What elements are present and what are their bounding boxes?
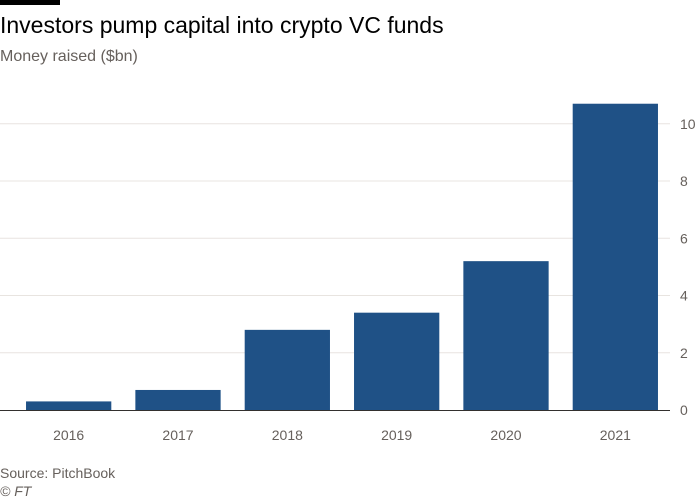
x-tick-label: 2021 — [600, 427, 631, 443]
y-tick-label: 6 — [680, 230, 688, 246]
x-tick-labels: 2016 2017 2018 2019 2020 2021 — [53, 427, 631, 443]
bar-2018 — [244, 329, 330, 410]
y-tick-label: 2 — [680, 345, 688, 361]
y-tick-labels: 0 2 4 6 8 10 — [680, 116, 696, 418]
bar-2019 — [354, 312, 440, 410]
x-tick-label: 2018 — [272, 427, 303, 443]
grid-lines — [0, 123, 670, 354]
chart-subtitle: Money raised ($bn) — [0, 48, 138, 65]
copyright-note: © FT — [0, 483, 32, 499]
bar-2020 — [463, 261, 549, 410]
x-tick-label: 2019 — [381, 427, 412, 443]
top-rule — [0, 0, 60, 5]
y-tick-label: 4 — [680, 288, 688, 304]
source-note: Source: PitchBook — [0, 465, 116, 481]
y-tick-label: 0 — [680, 402, 688, 418]
chart-title: Investors pump capital into crypto VC fu… — [0, 12, 444, 38]
bar-2017 — [135, 389, 221, 410]
y-tick-label: 10 — [680, 116, 696, 132]
bars — [26, 103, 658, 411]
x-tick-label: 2020 — [490, 427, 521, 443]
x-tick-label: 2017 — [162, 427, 193, 443]
y-tick-label: 8 — [680, 173, 688, 189]
bar-2021 — [572, 103, 658, 411]
bar-2016 — [26, 401, 112, 410]
x-tick-label: 2016 — [53, 427, 84, 443]
